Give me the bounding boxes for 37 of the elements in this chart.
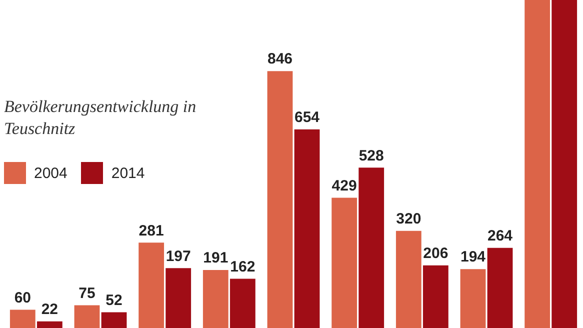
bar bbox=[138, 242, 164, 328]
bar bbox=[10, 310, 36, 328]
bar bbox=[202, 270, 228, 328]
data-label: 22 bbox=[41, 300, 58, 318]
data-label: 320 bbox=[396, 210, 422, 228]
legend-label: 2004 bbox=[34, 164, 68, 182]
data-label: 75 bbox=[78, 284, 96, 302]
data-label: 654 bbox=[294, 109, 320, 126]
data-label: 60 bbox=[14, 289, 31, 306]
data-label: 191 bbox=[203, 250, 228, 267]
data-label: 197 bbox=[166, 248, 191, 265]
bar bbox=[422, 265, 448, 328]
bar bbox=[552, 0, 578, 328]
data-label: 429 bbox=[332, 177, 357, 194]
data-label: 52 bbox=[106, 292, 122, 309]
bar bbox=[358, 168, 384, 328]
data-label: 264 bbox=[487, 227, 514, 244]
data-label: 281 bbox=[138, 222, 164, 240]
bar bbox=[332, 198, 358, 328]
text: Bevölkerungsentwicklung in Teuschnitz bbox=[4, 96, 198, 140]
data-label: 846 bbox=[267, 50, 293, 68]
bar bbox=[460, 269, 486, 328]
legend-label: 2014 bbox=[111, 164, 145, 182]
data-label: 206 bbox=[423, 245, 448, 262]
bar bbox=[166, 268, 192, 328]
bar bbox=[101, 312, 127, 328]
bar bbox=[267, 71, 293, 328]
data-label: 194 bbox=[460, 248, 486, 266]
data-label: 528 bbox=[358, 147, 384, 164]
data-label: 162 bbox=[230, 258, 256, 276]
bar bbox=[74, 305, 100, 328]
bar bbox=[294, 129, 320, 328]
bar bbox=[396, 230, 422, 328]
bar bbox=[230, 278, 256, 328]
bar bbox=[487, 248, 513, 328]
bar bbox=[524, 0, 550, 328]
bar bbox=[36, 321, 62, 328]
